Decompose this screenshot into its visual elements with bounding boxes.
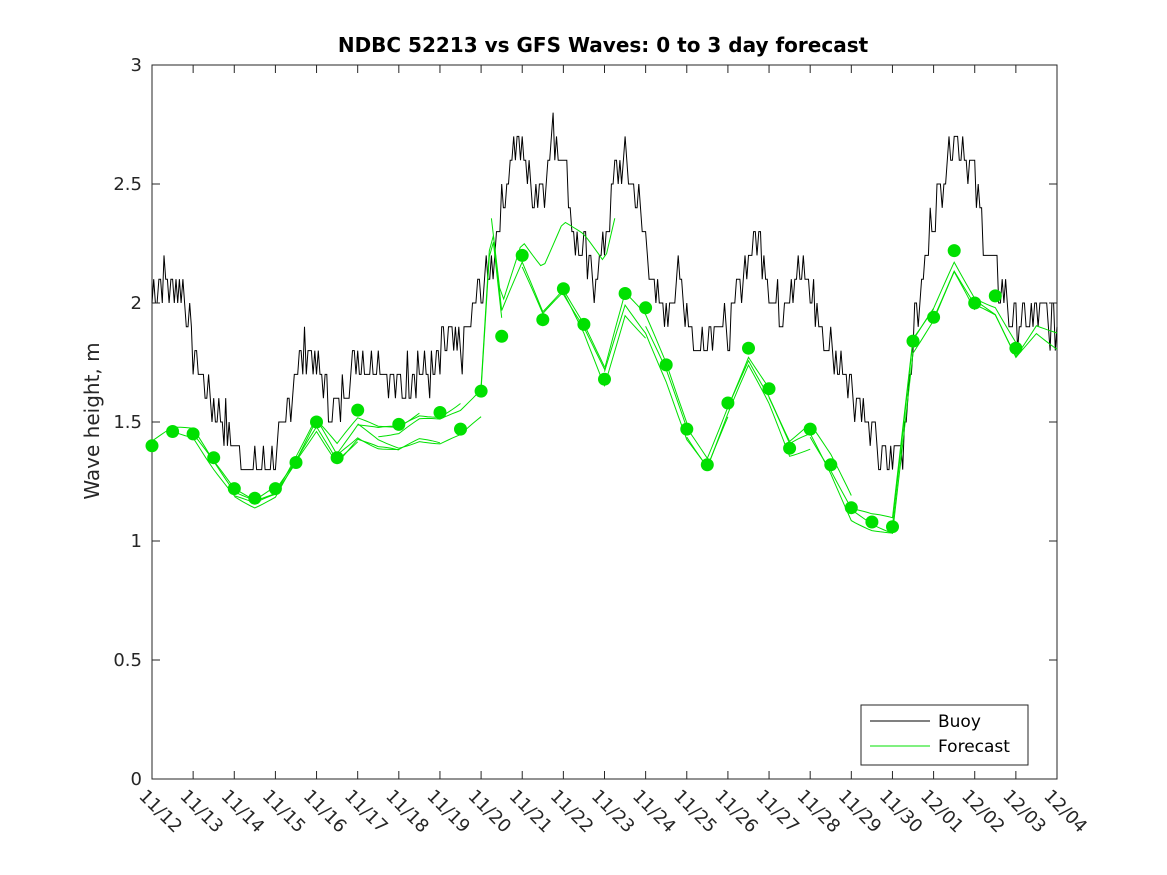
legend-forecast-label: Forecast [938,737,1010,757]
plot-frame [151,64,1058,780]
x-tick-label: 11/29 [834,786,886,838]
forecast-point [556,282,570,296]
forecast-point [577,317,591,331]
forecast-point [618,287,632,300]
x-tick-label: 11/21 [505,786,557,838]
y-tick-label: 1 [131,531,142,552]
forecast-point [310,415,323,429]
forecast-point [824,458,838,472]
forecast-point [392,417,406,431]
x-tick-label: 11/20 [464,786,516,838]
forecast-point [906,334,920,348]
forecast-point [947,244,961,258]
x-tick-label: 11/26 [710,786,762,838]
buoy-series [151,112,1058,471]
plot-area [145,64,1058,780]
buoy-line [151,112,1058,471]
y-tick-label: 0.5 [113,650,142,671]
y-tick-label: 2.5 [113,174,142,195]
x-tick-label: 12/01 [916,786,968,838]
forecast-point [351,403,365,417]
x-tick-label: 11/24 [628,786,680,838]
forecast-point [454,422,467,436]
forecast-point [495,329,509,343]
forecast-point [515,248,529,262]
forecast-point [145,439,159,453]
forecast-point [721,396,735,410]
forecast-point [433,406,447,419]
y-tick-label: 1.5 [113,412,142,433]
legend: Buoy Forecast [860,704,1029,766]
forecast-point [803,422,817,436]
forecast-point [598,372,611,386]
x-tick-label: 11/14 [217,786,269,838]
forecast-run-line [974,299,1058,358]
forecast-point [474,384,488,398]
forecast-point [844,501,858,515]
x-tick-label: 11/17 [340,786,392,838]
y-tick-label: 2 [131,293,142,314]
x-tick-label: 11/15 [258,786,310,838]
forecast-point [536,313,550,327]
forecast-point [166,425,180,438]
forecast-run-line [727,359,852,496]
legend-buoy-label: Buoy [938,712,981,732]
forecast-point [659,358,673,372]
forecast-run-line [490,218,616,301]
forecast-point [865,515,879,529]
forecast-point [248,491,262,505]
forecast-point [186,427,200,441]
forecast-point [783,441,797,455]
x-tick-label: 11/23 [587,786,639,838]
forecast-point [1009,341,1023,355]
forecast-point [968,296,982,310]
forecast-point [289,456,303,469]
forecast-point [988,289,1002,303]
forecast-point [700,458,714,472]
x-tick-label: 11/12 [134,786,186,838]
forecast-point [927,310,941,324]
x-tick-label: 11/30 [875,786,927,838]
y-tick-label: 0 [131,769,142,790]
x-tick-label: 11/27 [752,786,804,838]
x-tick-label: 11/16 [299,786,351,838]
forecast-point [762,382,776,396]
x-tick-label: 11/13 [176,786,228,838]
forecast-point [680,422,694,436]
y-axis: 0 0.5 1 1.5 2 2.5 3 [113,55,1057,790]
x-tick-label: 11/25 [669,786,721,838]
x-tick-label: 11/19 [422,786,474,838]
x-tick-label: 12/03 [998,786,1050,838]
chart-title: NDBC 52213 vs GFS Waves: 0 to 3 day fore… [338,33,869,57]
x-tick-label: 12/04 [1039,786,1091,838]
x-tick-label: 11/22 [546,786,598,838]
forecast-point [268,482,282,496]
legend-box [860,704,1029,766]
forecast-point [330,451,344,465]
forecast-point [886,520,899,534]
x-tick-label: 11/28 [793,786,845,838]
forecast-point [207,451,221,465]
forecast-point [639,301,653,315]
x-tick-label: 11/18 [381,786,433,838]
forecast-point [742,341,755,355]
y-tick-label: 3 [131,55,142,76]
forecast-markers [145,244,1023,534]
x-tick-label: 12/02 [957,786,1009,838]
forecast-point [227,482,241,496]
y-axis-label: Wave height, m [80,342,104,499]
